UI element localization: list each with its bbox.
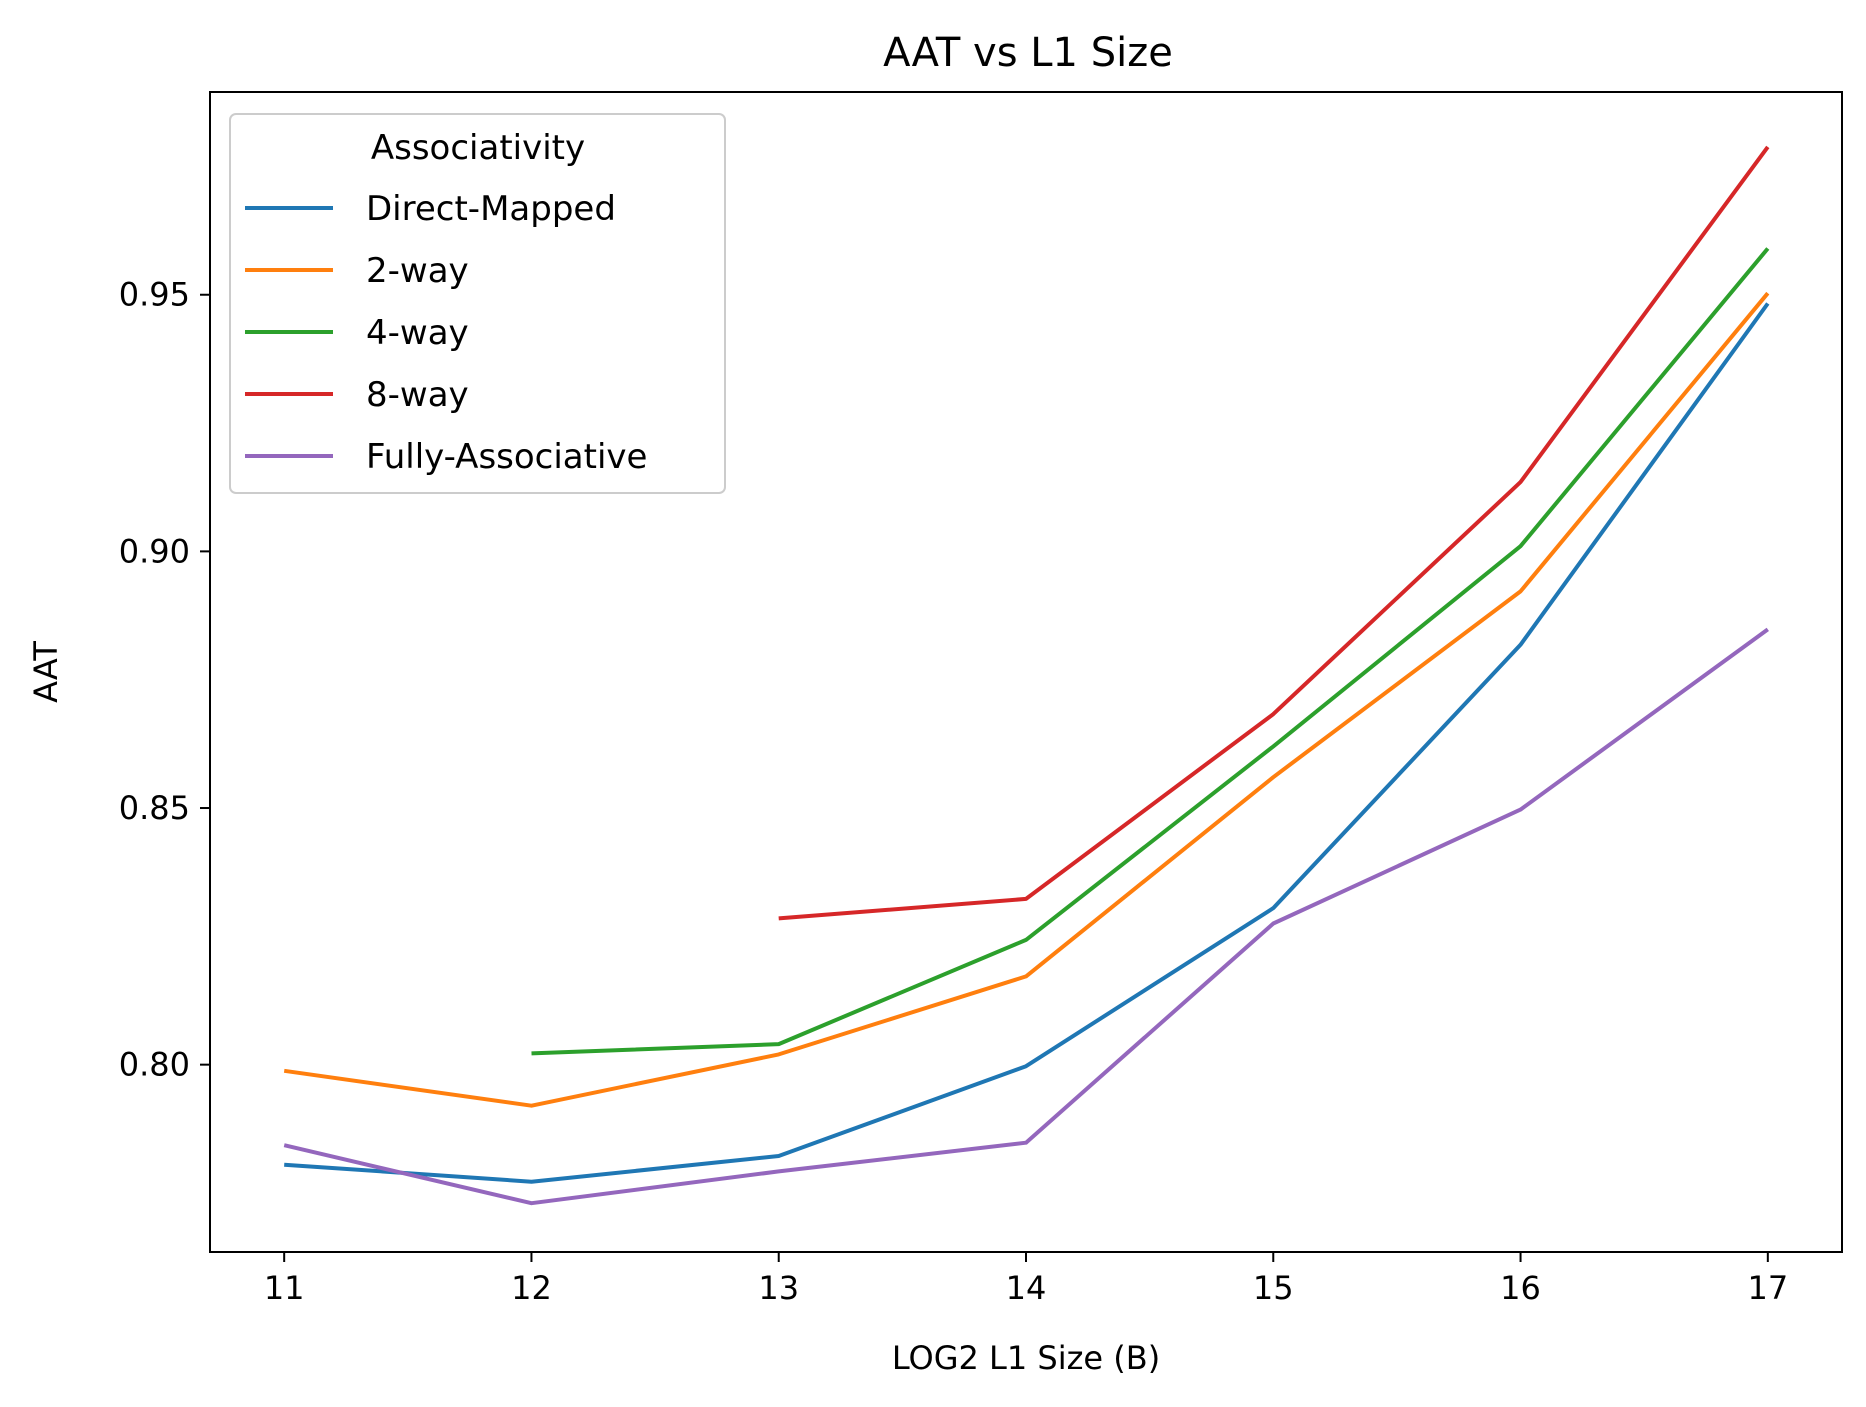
x-tick-label: 12 xyxy=(511,1269,552,1307)
legend-label-8-way: 8-way xyxy=(366,375,469,415)
x-tick-label: 15 xyxy=(1253,1269,1294,1307)
x-axis-label: LOG2 L1 Size (B) xyxy=(892,1339,1160,1377)
x-tick-label: 14 xyxy=(1006,1269,1047,1307)
series-line-4-way xyxy=(531,247,1770,1056)
x-tick-label: 13 xyxy=(758,1269,799,1307)
series-layer xyxy=(283,145,1770,1206)
y-axis-label: AAT xyxy=(27,641,65,703)
y-tick-label: 0.90 xyxy=(119,532,190,570)
x-axis: 11 12 13 14 15 16 17 xyxy=(264,1252,1788,1307)
y-axis: 0.80 0.85 0.90 0.95 xyxy=(119,276,210,1084)
y-tick-label: 0.80 xyxy=(119,1046,190,1084)
x-tick-label: 16 xyxy=(1500,1269,1541,1307)
y-tick-label: 0.85 xyxy=(119,789,190,827)
legend-title: Associativity xyxy=(371,128,585,168)
legend-label-4-way: 4-way xyxy=(366,313,469,353)
legend-entries: Direct-Mapped 2-way 4-way 8-way Fully-Associ… xyxy=(245,189,647,477)
legend: Associativity Direct-Mapped 2-way 4-way 8-w… xyxy=(229,113,726,494)
x-tick-label: 17 xyxy=(1747,1269,1788,1307)
series-line-8-way xyxy=(778,145,1770,921)
x-tick-label: 11 xyxy=(264,1269,305,1307)
series-line-fully-associative xyxy=(283,627,1769,1206)
chart-title: AAT vs L1 Size xyxy=(883,30,1173,76)
legend-box xyxy=(229,113,726,494)
series-line-direct-mapped xyxy=(284,302,1770,1184)
y-tick-label: 0.95 xyxy=(119,276,190,314)
legend-label-2-way: 2-way xyxy=(366,251,469,291)
legend-label-direct-mapped: Direct-Mapped xyxy=(366,189,616,229)
legend-label-fully-associative: Fully-Associative xyxy=(366,437,647,477)
series-line-2-way xyxy=(283,291,1770,1108)
